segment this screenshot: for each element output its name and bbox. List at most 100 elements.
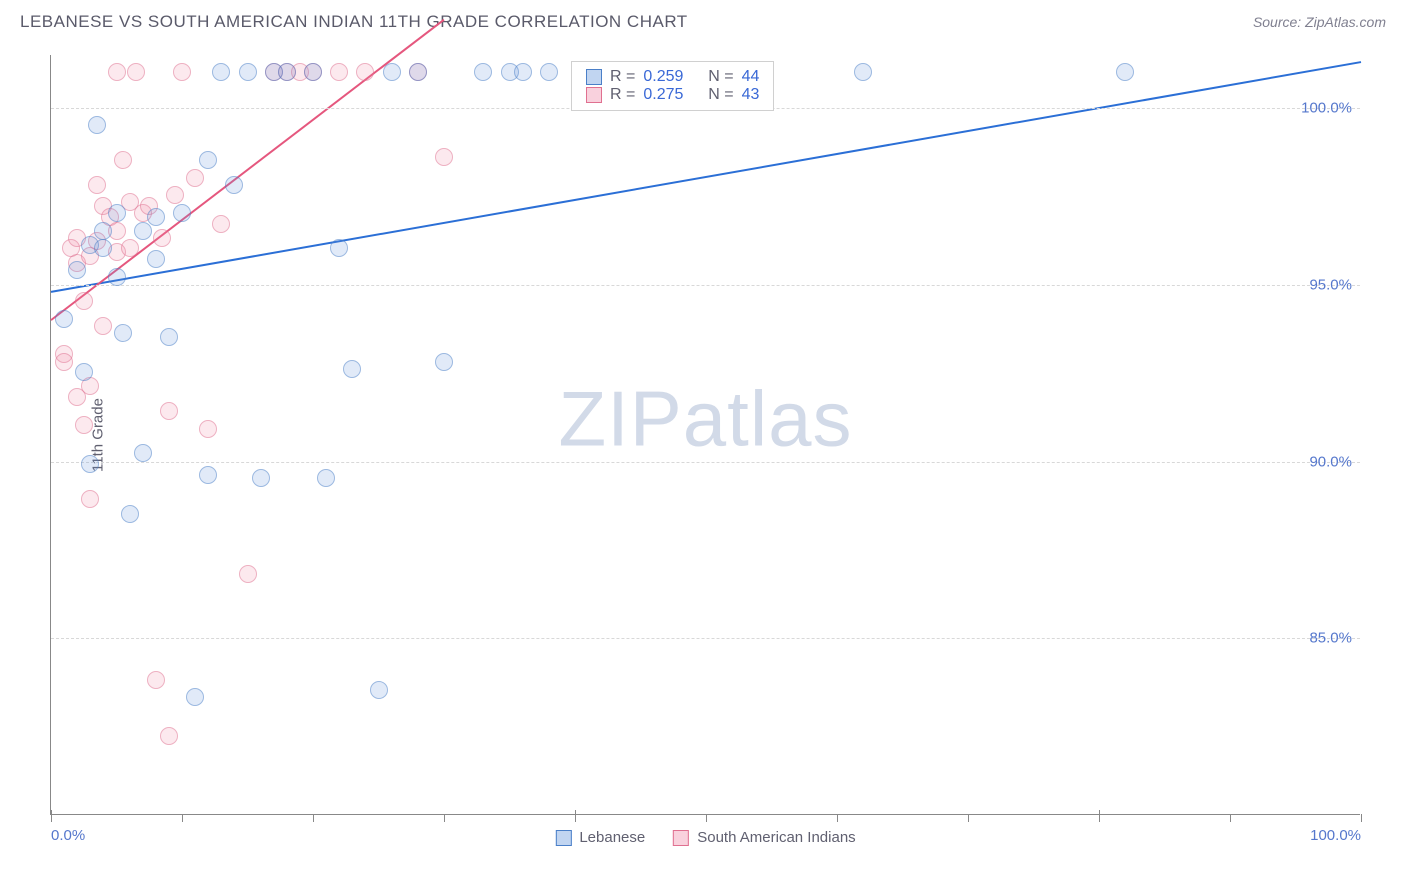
data-point xyxy=(304,63,322,81)
data-point xyxy=(75,363,93,381)
swatch-icon xyxy=(586,87,602,103)
data-point xyxy=(88,116,106,134)
data-point xyxy=(435,148,453,166)
y-tick-label: 85.0% xyxy=(1309,630,1352,647)
data-point xyxy=(225,176,243,194)
data-point xyxy=(356,63,374,81)
data-point xyxy=(166,186,184,204)
data-point xyxy=(330,239,348,257)
x-tick-label: 100.0% xyxy=(1310,827,1361,844)
data-point xyxy=(88,176,106,194)
data-point xyxy=(127,63,145,81)
data-point xyxy=(55,353,73,371)
data-point xyxy=(186,688,204,706)
scatter-chart: 11th Grade ZIPatlas 85.0%90.0%95.0%100.0… xyxy=(50,55,1360,815)
data-point xyxy=(114,151,132,169)
data-point xyxy=(854,63,872,81)
data-point xyxy=(514,63,532,81)
data-point xyxy=(94,239,112,257)
x-tick xyxy=(968,814,969,822)
y-tick-label: 90.0% xyxy=(1309,453,1352,470)
data-point xyxy=(81,455,99,473)
y-tick-label: 100.0% xyxy=(1301,100,1352,117)
gridline xyxy=(51,638,1360,639)
data-point xyxy=(330,63,348,81)
gridline xyxy=(51,285,1360,286)
data-point xyxy=(75,292,93,310)
x-tick xyxy=(1361,814,1362,822)
x-tick-label: 0.0% xyxy=(51,827,85,844)
data-point xyxy=(68,261,86,279)
y-tick-label: 95.0% xyxy=(1309,276,1352,293)
data-point xyxy=(317,469,335,487)
n-label: N = xyxy=(708,68,733,86)
x-tick xyxy=(182,814,183,822)
n-value: 43 xyxy=(742,86,760,104)
x-tick xyxy=(51,810,52,822)
x-tick xyxy=(444,814,445,822)
data-point xyxy=(370,681,388,699)
data-point xyxy=(121,505,139,523)
data-point xyxy=(94,222,112,240)
n-value: 44 xyxy=(742,68,760,86)
data-point xyxy=(134,222,152,240)
data-point xyxy=(435,353,453,371)
data-point xyxy=(160,402,178,420)
x-tick xyxy=(837,814,838,822)
chart-header: LEBANESE VS SOUTH AMERICAN INDIAN 11TH G… xyxy=(0,0,1406,40)
data-point xyxy=(147,671,165,689)
data-point xyxy=(108,204,126,222)
data-point xyxy=(94,317,112,335)
data-point xyxy=(121,239,139,257)
data-point xyxy=(173,63,191,81)
data-point xyxy=(212,215,230,233)
swatch-icon xyxy=(586,69,602,85)
data-point xyxy=(239,63,257,81)
n-label: N = xyxy=(708,86,733,104)
data-point xyxy=(278,63,296,81)
stats-box: R = 0.259 N = 44 R = 0.275 N = 43 xyxy=(571,61,774,111)
x-tick xyxy=(706,814,707,822)
legend-label: South American Indians xyxy=(697,829,855,846)
data-point xyxy=(55,310,73,328)
chart-title: LEBANESE VS SOUTH AMERICAN INDIAN 11TH G… xyxy=(20,12,688,32)
data-point xyxy=(383,63,401,81)
swatch-icon xyxy=(555,830,571,846)
source-label: Source: ZipAtlas.com xyxy=(1253,14,1386,30)
data-point xyxy=(173,204,191,222)
data-point xyxy=(199,420,217,438)
x-tick xyxy=(313,814,314,822)
data-point xyxy=(199,466,217,484)
data-point xyxy=(474,63,492,81)
data-point xyxy=(75,416,93,434)
r-label: R = xyxy=(610,86,635,104)
data-point xyxy=(160,328,178,346)
data-point xyxy=(1116,63,1134,81)
x-tick xyxy=(575,810,576,822)
data-point xyxy=(186,169,204,187)
x-tick xyxy=(1099,810,1100,822)
watermark-text: ZIPatlas xyxy=(558,374,852,465)
data-point xyxy=(108,268,126,286)
data-point xyxy=(199,151,217,169)
data-point xyxy=(108,63,126,81)
legend-item: Lebanese xyxy=(555,829,645,846)
x-tick xyxy=(1230,814,1231,822)
data-point xyxy=(252,469,270,487)
r-value: 0.259 xyxy=(643,68,683,86)
data-point xyxy=(239,565,257,583)
data-point xyxy=(343,360,361,378)
data-point xyxy=(81,490,99,508)
r-value: 0.275 xyxy=(643,86,683,104)
data-point xyxy=(147,208,165,226)
plot-svg xyxy=(51,55,1360,814)
data-point xyxy=(160,727,178,745)
data-point xyxy=(409,63,427,81)
data-point xyxy=(540,63,558,81)
data-point xyxy=(212,63,230,81)
stats-row: R = 0.259 N = 44 xyxy=(586,68,759,86)
legend-item: South American Indians xyxy=(673,829,855,846)
stats-row: R = 0.275 N = 43 xyxy=(586,86,759,104)
swatch-icon xyxy=(673,830,689,846)
data-point xyxy=(134,444,152,462)
